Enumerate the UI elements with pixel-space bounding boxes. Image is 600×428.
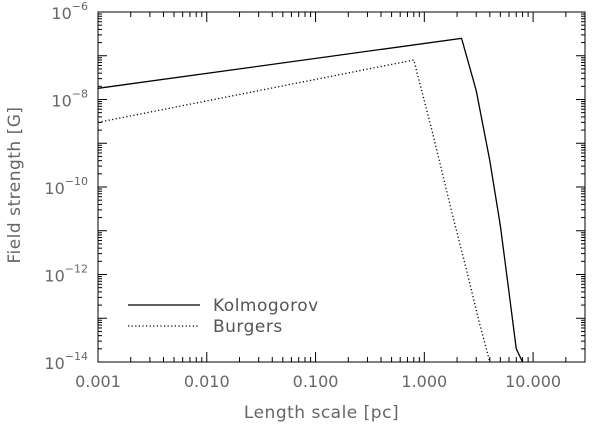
y-axis-title: Field strength [G] [5, 106, 25, 263]
y-tick-label: 10−10 [44, 175, 88, 198]
x-tick-label: 10.000 [505, 372, 561, 391]
plot-frame [97, 11, 586, 363]
x-tick-label: 0.001 [75, 372, 121, 391]
x-tick-label: 0.100 [293, 372, 339, 391]
y-tick-label: 10−14 [44, 350, 88, 373]
y-tick-label: 10−6 [51, 0, 88, 23]
y-tick-label: 10−8 [51, 88, 88, 111]
y-tick-label: 10−12 [44, 263, 88, 286]
legend-label-burgers: Burgers [213, 317, 283, 337]
legend-label-kolmogorov: Kolmogorov [213, 296, 319, 316]
x-tick-label: 1.000 [401, 372, 447, 391]
series-line-kolmogorov [98, 37, 524, 362]
x-axis-title: Length scale [pc] [244, 403, 399, 423]
series-line-burgers [98, 59, 491, 362]
x-tick-label: 0.010 [184, 372, 230, 391]
